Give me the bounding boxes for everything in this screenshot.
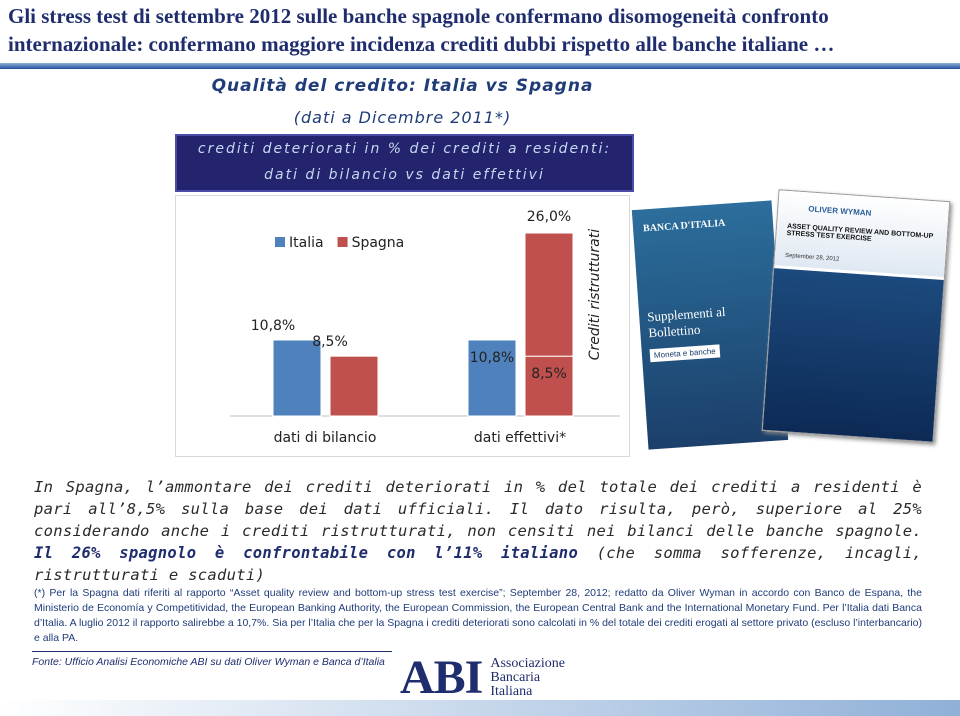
box-line: crediti deteriorati in % dei crediti a r… bbox=[197, 141, 612, 157]
body-paragraph: In Spagna, l’ammontare dei crediti deter… bbox=[34, 476, 922, 586]
data-label: 10,8% bbox=[470, 350, 514, 366]
page-title: Gli stress test di settembre 2012 sulle … bbox=[8, 2, 958, 58]
bar bbox=[467, 339, 517, 417]
logo: ABI Associazione Bancaria Italiana bbox=[400, 650, 565, 705]
series-label: Crediti ristrutturati bbox=[587, 229, 603, 360]
footer-band bbox=[0, 700, 960, 716]
total-label: 26,0% bbox=[527, 209, 571, 225]
chart-subtitle: (dati a Dicembre 2011*) bbox=[293, 108, 512, 127]
legend-label: Italia bbox=[289, 235, 324, 251]
report-cover: OLIVER WYMAN ASSET QUALITY REVIEW AND BO… bbox=[761, 189, 951, 443]
cover-text: BANCA D'ITALIA bbox=[642, 217, 726, 235]
legend-label: Spagna bbox=[352, 235, 405, 251]
logo-mark: ABI bbox=[400, 651, 483, 704]
chart: Italia Spagna dati di bilancio 10,8% 8,5% dat… bbox=[175, 195, 630, 457]
x-tick-label: dati effettivi* bbox=[474, 430, 566, 446]
bar bbox=[272, 339, 322, 417]
logo-text: Associazione Bancaria Italiana bbox=[490, 655, 566, 699]
paragraph-segment: In Spagna, l’ammontare dei crediti deter… bbox=[34, 478, 922, 540]
logo-line: Associazione bbox=[490, 655, 566, 671]
logo-line: Italiana bbox=[490, 683, 533, 699]
bar bbox=[329, 355, 379, 417]
title-line: internazionale: confermano maggiore inci… bbox=[8, 32, 835, 56]
footnote: (*) Per la Spagna dati riferiti al rappo… bbox=[34, 587, 922, 644]
logo-line: Bancaria bbox=[490, 669, 541, 685]
title-line: Gli stress test di settembre 2012 sulle … bbox=[8, 4, 829, 28]
cover-text: Moneta e banche bbox=[649, 344, 721, 363]
legend-swatch bbox=[337, 237, 348, 247]
source: Fonte: Ufficio Analisi Economiche ABI su… bbox=[32, 651, 392, 672]
chart-frame bbox=[175, 195, 630, 457]
data-label: 8,5% bbox=[531, 366, 567, 382]
cover-text: Supplementi al Bollettino bbox=[646, 303, 726, 341]
x-tick-label: dati di bilancio bbox=[274, 430, 377, 446]
paragraph-segment: Il 26% spagnolo è confrontabile con l’11… bbox=[34, 544, 579, 562]
data-label: 10,8% bbox=[251, 318, 295, 334]
bar bbox=[524, 355, 574, 417]
title-rule bbox=[0, 63, 960, 69]
data-label: 8,5% bbox=[312, 334, 348, 350]
chart-title: Qualità del credito: Italia vs Spagna bbox=[211, 76, 594, 96]
legend-swatch bbox=[275, 237, 285, 247]
box-line: dati di bilancio vs dati effettivi bbox=[264, 167, 545, 183]
bar bbox=[524, 232, 574, 357]
chart-box: crediti deteriorati in % dei crediti a r… bbox=[175, 134, 634, 192]
paragraph-segment: (che somma sofferenze, incagli, ristrutt… bbox=[34, 544, 922, 584]
